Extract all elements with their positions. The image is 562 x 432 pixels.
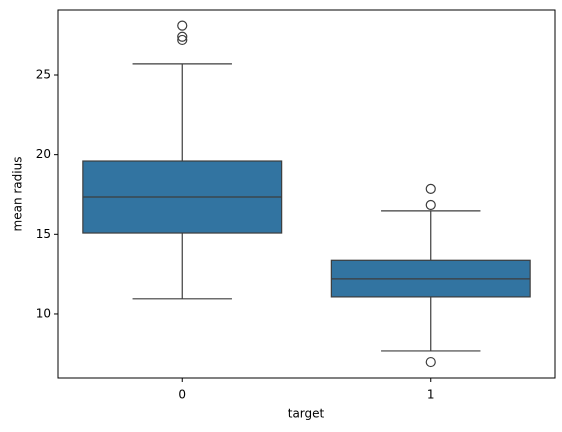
outlier xyxy=(177,31,188,42)
outlier xyxy=(177,20,188,31)
x-axis-label: target xyxy=(288,407,325,421)
y-tick-label: 10 xyxy=(36,306,51,320)
outlier xyxy=(177,34,188,46)
y-axis-label: mean radius xyxy=(11,157,25,232)
x-tick-label: 0 xyxy=(178,388,186,402)
outlier xyxy=(425,356,436,368)
plot-frame xyxy=(57,9,556,379)
y-tick-label: 25 xyxy=(36,67,51,81)
x-tick-label: 1 xyxy=(427,388,435,402)
y-tick-label: 20 xyxy=(36,147,51,161)
outlier xyxy=(425,183,436,195)
outlier xyxy=(425,199,436,211)
y-tick-label: 15 xyxy=(36,227,51,241)
